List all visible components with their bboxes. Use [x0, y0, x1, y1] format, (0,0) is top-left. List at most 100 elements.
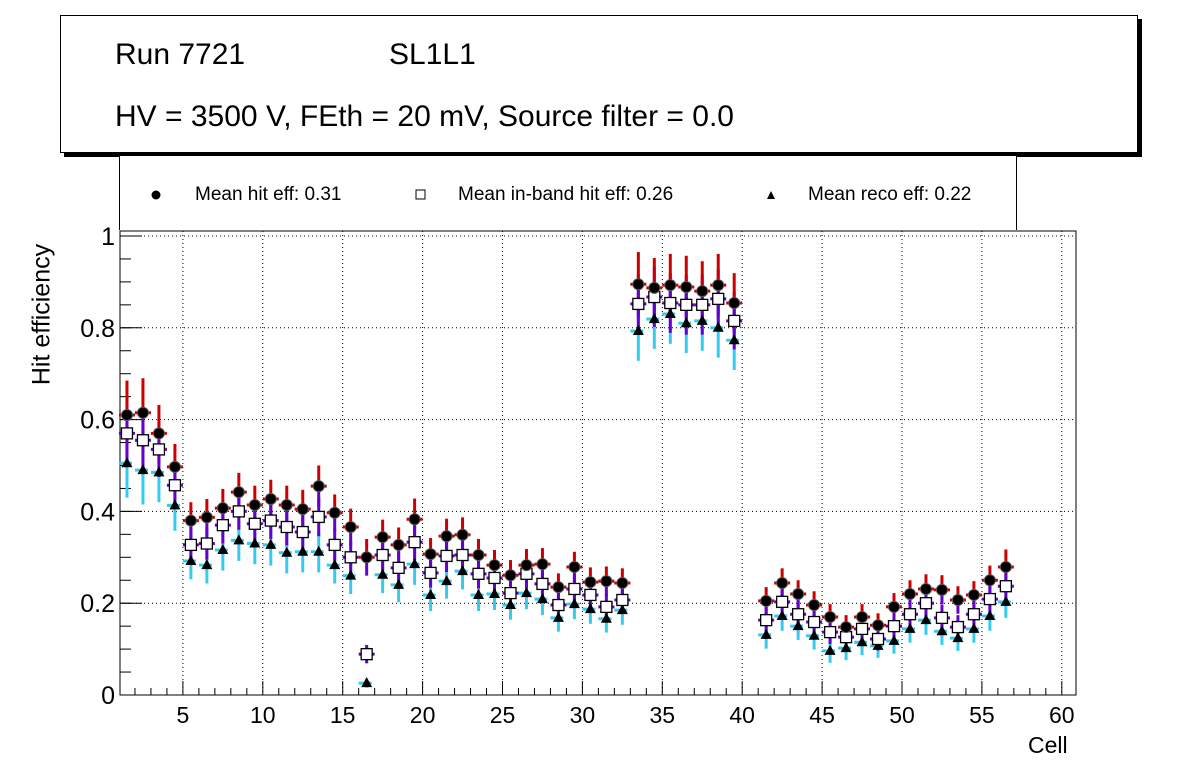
y-tick-label: 0.2 [80, 590, 115, 618]
reco-point [952, 632, 964, 643]
reco-point [936, 625, 948, 636]
inband-point [456, 548, 469, 562]
reco-point [233, 534, 245, 545]
x-tick-label: 45 [809, 702, 835, 728]
inband-point [312, 510, 325, 524]
hit-point [776, 577, 789, 590]
inband-point [376, 548, 389, 562]
reco-point [680, 317, 692, 328]
inband-point [951, 620, 965, 634]
reco-point [856, 636, 868, 647]
x-tick-label: 35 [650, 702, 676, 728]
hit-point [728, 297, 741, 310]
reco-point [776, 610, 788, 621]
inband-point [200, 537, 214, 550]
inband-point [871, 632, 885, 646]
hit-point [184, 514, 197, 527]
inband-point [887, 620, 901, 633]
inband-point [632, 297, 645, 311]
hit-point [216, 502, 229, 515]
inband-point [552, 598, 565, 612]
legend: Mean hit eff: 0.31 Mean in-band hit eff:… [119, 156, 1017, 230]
y-tick-label: 0.4 [80, 498, 115, 526]
x-axis-label: Cell [1028, 732, 1068, 758]
hit-point [568, 560, 581, 573]
hit-point [312, 480, 325, 493]
hit-point [935, 583, 948, 596]
reco-point [712, 321, 724, 332]
hit-point [296, 503, 309, 516]
reco-point [632, 325, 644, 336]
hit-point [856, 610, 869, 623]
inband-point [408, 536, 421, 549]
hit-point [440, 530, 453, 543]
reco-point [664, 308, 676, 319]
run-label: Run 7721 [115, 38, 246, 71]
hit-point [328, 506, 341, 519]
reco-point [169, 499, 181, 510]
hit-point [552, 581, 565, 594]
hit-point [919, 582, 932, 595]
inband-point [712, 292, 725, 306]
inband-point [136, 434, 150, 447]
inband-point [360, 647, 373, 661]
hit-point [200, 511, 213, 524]
reco-point [696, 314, 708, 325]
hit-point [680, 280, 693, 293]
inband-point [328, 538, 341, 552]
inband-point [504, 586, 517, 600]
hit-point [424, 548, 437, 561]
hit-point [280, 498, 293, 511]
reco-point [792, 620, 804, 631]
hit-point [712, 279, 725, 292]
inband-point [760, 614, 773, 627]
reco-point [984, 610, 996, 621]
hit-point [664, 279, 677, 292]
hit-point [696, 285, 709, 298]
inband-point [839, 631, 853, 644]
layer-label: SL1L1 [389, 38, 476, 71]
reco-point [281, 546, 293, 557]
hit-point [392, 538, 405, 551]
hit-point [983, 574, 996, 587]
legend-label-inband: Mean in-band hit eff: 0.26 [458, 184, 674, 205]
reco-point [153, 466, 165, 477]
hit-point [488, 559, 501, 572]
inband-point [983, 592, 997, 606]
reco-point [441, 575, 453, 586]
inband-point [696, 298, 709, 312]
reco-point [504, 599, 516, 610]
inband-point [392, 561, 405, 575]
reco-point [808, 629, 820, 640]
inband-point [999, 580, 1013, 593]
hit-point [951, 593, 964, 606]
x-tick-label: 5 [177, 702, 190, 728]
reco-point [920, 614, 932, 625]
hit-point [808, 599, 821, 612]
y-axis-label: Hit efficiency [27, 243, 56, 386]
inband-point [967, 608, 981, 621]
x-tick-label: 55 [969, 702, 995, 728]
hit-point [648, 281, 661, 294]
inband-point [807, 615, 821, 629]
reco-point [1000, 595, 1012, 606]
inband-point [344, 551, 357, 564]
hit-point [520, 559, 533, 572]
reco-point [568, 598, 580, 609]
reco-point [201, 559, 213, 570]
hit-point [760, 594, 773, 607]
inband-point [120, 427, 134, 440]
reco-point [536, 593, 548, 604]
reco-point [457, 565, 469, 576]
reco-point [329, 559, 341, 570]
legend-label-reco: Mean reco eff: 0.22 [808, 184, 972, 205]
reco-point [137, 464, 149, 475]
inband-point [584, 588, 597, 602]
hit-point [248, 498, 261, 511]
y-tick-label: 0.6 [80, 407, 115, 435]
hit-point [840, 621, 853, 634]
plot-frame [119, 230, 1077, 696]
inband-point [823, 625, 837, 639]
reco-point [489, 588, 501, 599]
